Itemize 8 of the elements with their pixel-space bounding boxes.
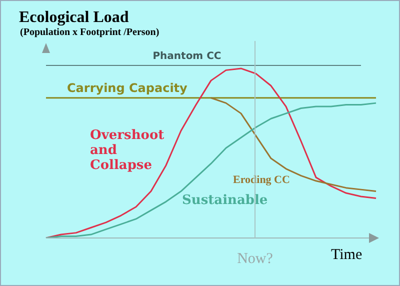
series-label: Carrying Capacity [67,81,188,95]
x-axis-title: Time [331,247,362,263]
series-label: Phantom CC [152,51,222,62]
chart-title: Ecological Load [19,9,129,27]
text: Now? [237,251,274,267]
series-label: Overshoot and Collapse [90,128,164,173]
series-label: Sustainable [182,193,268,208]
chart-subtitle: (Population x Footprint /Person) [20,27,160,38]
